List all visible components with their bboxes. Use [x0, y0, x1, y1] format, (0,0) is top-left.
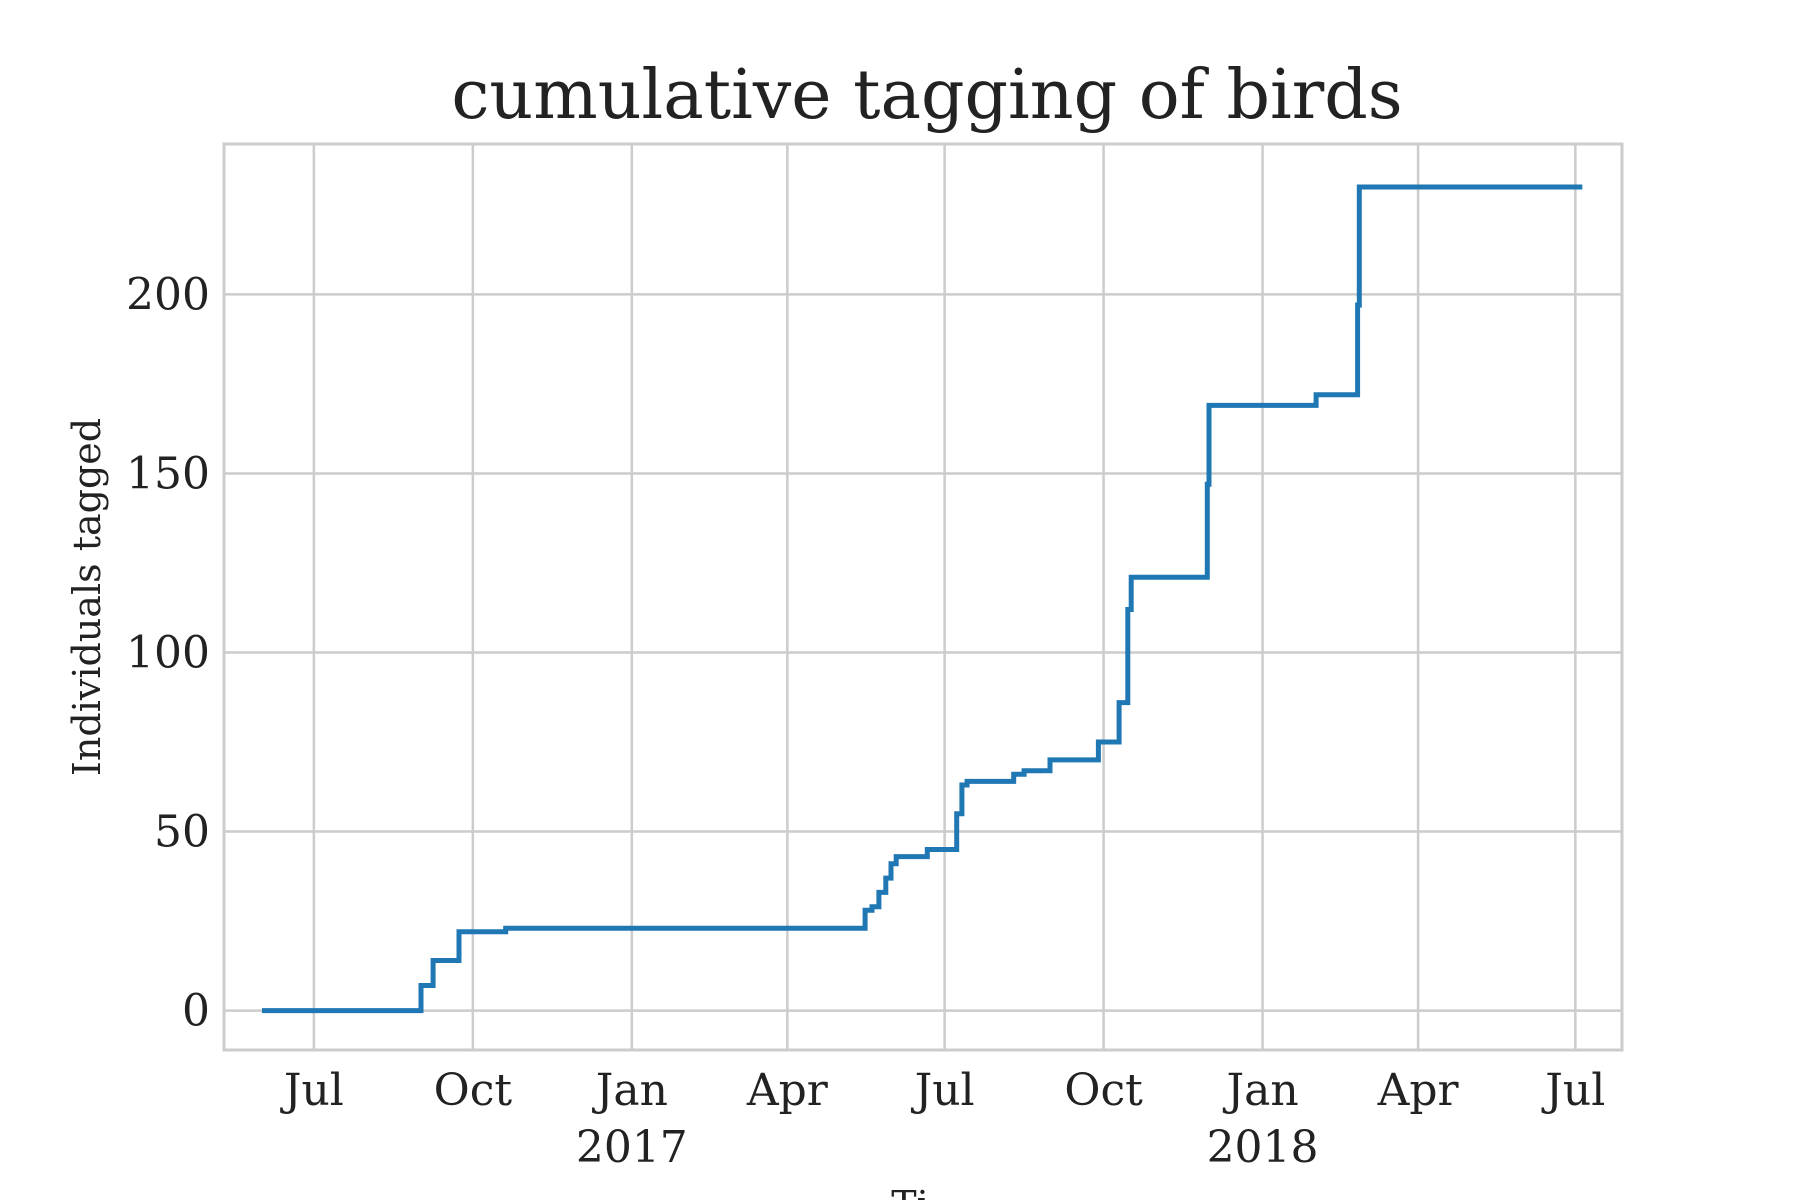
x-tick-label: Jan: [592, 1065, 668, 1116]
x-tick-label: Jan: [1222, 1065, 1298, 1116]
x-tick-label: Jul: [280, 1065, 344, 1116]
x-tick-label: Oct: [434, 1065, 513, 1116]
chart-title: cumulative tagging of birds: [451, 56, 1402, 135]
y-axis-label: Individuals tagged: [65, 418, 109, 776]
x-tick-label: Jul: [1541, 1065, 1605, 1116]
x-tick-label: Apr: [746, 1065, 829, 1116]
y-tick-label: 100: [126, 628, 210, 679]
x-tick-labels: Jul Oct Jan 2017 Apr Jul Oct Jan 2018 Apr Jul: [280, 1065, 1606, 1173]
x-year-label: 2017: [576, 1122, 688, 1173]
y-tick-labels: 0 50 100 150 200: [126, 269, 210, 1036]
x-tick-label: Jul: [911, 1065, 975, 1116]
series-group: [262, 184, 1583, 1014]
y-tick-label: 150: [126, 448, 210, 499]
x-axis-label: Ti: [891, 1183, 929, 1200]
y-tick-label: 0: [182, 986, 210, 1037]
grid: [224, 144, 1622, 1050]
y-tick-label: 50: [154, 807, 210, 858]
x-tick-label: Oct: [1064, 1065, 1143, 1116]
plot-frame: [222, 142, 1624, 1052]
series-line: [262, 184, 1583, 1014]
x-year-label: 2018: [1207, 1122, 1319, 1173]
x-tick-label: Apr: [1377, 1065, 1460, 1116]
y-tick-label: 200: [126, 269, 210, 320]
